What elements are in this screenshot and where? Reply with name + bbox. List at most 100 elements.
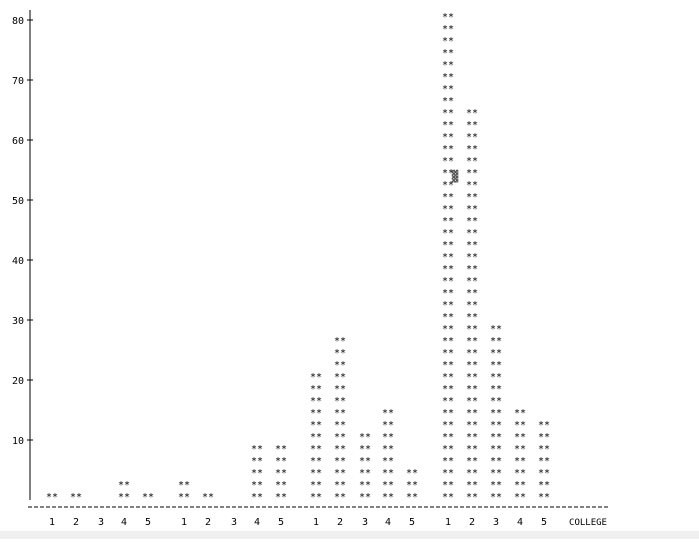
bar-glyph-row: ** [466, 228, 478, 239]
bar-glyph-row: ** [310, 384, 322, 395]
x-tick-label: 1 [49, 517, 55, 528]
bar-glyph-row: ** [466, 468, 478, 479]
bar-glyph-row: ** [466, 348, 478, 359]
bar-glyph-row: ** [538, 444, 550, 455]
bar-glyph-row: ** [490, 432, 502, 443]
bar-glyph-row: ** [382, 432, 394, 443]
x-tick-label: 2 [469, 517, 475, 528]
bar-glyph-row: ** [442, 312, 454, 323]
bar-glyph-row: ** [466, 144, 478, 155]
bar-glyph-row: ** [334, 456, 346, 467]
bar-glyph-row: ** [490, 384, 502, 395]
bar-glyph-row: ** [442, 276, 454, 287]
bar-glyph-row: ** [490, 348, 502, 359]
bar-glyph-row: ** [118, 480, 130, 491]
y-tick-label: 30 [12, 316, 24, 327]
x-tick-label: 4 [254, 517, 260, 528]
x-tick-label: 3 [362, 517, 368, 528]
y-tick-label: 80 [12, 16, 24, 27]
bar-glyph-row: ** [442, 408, 454, 419]
x-tick-label: 5 [409, 517, 415, 528]
x-tick-label: 4 [517, 517, 523, 528]
bar-glyph-row: ** [466, 324, 478, 335]
bar-glyph-row: ** [334, 432, 346, 443]
bar-glyph-row: ** [490, 408, 502, 419]
x-tick-label: 1 [181, 517, 187, 528]
bar-glyph-row: ** [466, 276, 478, 287]
bar-glyph-row: ** [442, 384, 454, 395]
y-tick-label: 60 [12, 136, 24, 147]
bar-glyph-row: ** [382, 456, 394, 467]
x-tick-label: 5 [541, 517, 547, 528]
y-tick-label: 10 [12, 436, 24, 447]
bar-glyph-row: ** [442, 24, 454, 35]
bar-glyph-row: ** [514, 420, 526, 431]
bar-glyph-row: ** [442, 324, 454, 335]
bar-glyph-row: ** [466, 432, 478, 443]
annotation-marker: ▓ [452, 169, 459, 183]
bar-glyph-row: ** [514, 408, 526, 419]
bar-glyph-row: ** [178, 492, 190, 503]
bar-glyph-row: ** [334, 348, 346, 359]
bar-glyph-row: ** [442, 252, 454, 263]
bar-glyph-row: ** [382, 408, 394, 419]
bar-glyph-row: ** [359, 432, 371, 443]
bar-glyph-row: ** [442, 60, 454, 71]
x-axis-label: COLLEGE [569, 518, 607, 528]
bar-glyph-row: ** [334, 480, 346, 491]
bar-glyph-row: ** [382, 492, 394, 503]
bar-glyph-row: ** [490, 492, 502, 503]
bar-glyph-row: ** [442, 228, 454, 239]
bar-glyph-row: ** [442, 288, 454, 299]
bar-glyph-row: ** [442, 420, 454, 431]
bar-glyph-row: ** [359, 480, 371, 491]
x-tick-label: 1 [445, 517, 451, 528]
bar-glyph-row: ** [334, 468, 346, 479]
bar-glyph-row: ** [46, 492, 58, 503]
bar-glyph-row: ** [359, 444, 371, 455]
x-tick-label: 4 [385, 517, 391, 528]
bar-glyph-row: ** [442, 48, 454, 59]
bar-glyph-row: ** [310, 408, 322, 419]
bar-glyph-row: ** [275, 468, 287, 479]
window-bottom-edge [0, 531, 699, 539]
bar-glyph-row: ** [442, 300, 454, 311]
bar-glyph-row: ** [466, 108, 478, 119]
bar-glyph-row: ** [466, 120, 478, 131]
bar-glyph-row: ** [310, 396, 322, 407]
bar-glyph-row: ** [251, 444, 263, 455]
bar-glyph-row: ** [334, 492, 346, 503]
bar-glyph-row: ** [442, 456, 454, 467]
bar-glyph-row: ** [490, 372, 502, 383]
bar-glyph-row: ** [490, 360, 502, 371]
bar-glyph-row: ** [275, 456, 287, 467]
bar-glyph-row: ** [466, 360, 478, 371]
x-tick-label: 2 [73, 517, 79, 528]
bar-glyph-row: ** [538, 456, 550, 467]
bar-glyph-row: ** [178, 480, 190, 491]
bar-glyph-row: ** [442, 360, 454, 371]
bar-glyph-row: ** [514, 444, 526, 455]
bar-glyph-row: ** [334, 360, 346, 371]
bar-glyph-row: ** [514, 468, 526, 479]
bar-glyph-row: ** [490, 468, 502, 479]
bar-glyph-row: ** [334, 408, 346, 419]
bar-glyph-row: ** [442, 240, 454, 251]
bar-glyph-row: ** [538, 420, 550, 431]
bar-glyph-row: ** [251, 492, 263, 503]
bar-glyph-row: ** [275, 492, 287, 503]
bar-glyph-row: ** [466, 156, 478, 167]
bar-glyph-row: ** [466, 312, 478, 323]
bar-glyph-row: ** [466, 288, 478, 299]
bar-glyph-row: ** [442, 336, 454, 347]
bar-glyph-row: ** [442, 468, 454, 479]
bar-glyph-row: ** [442, 132, 454, 143]
bar-glyph-row: ** [310, 432, 322, 443]
x-tick-label: 1 [313, 517, 319, 528]
bar-glyph-row: ** [382, 480, 394, 491]
bar-glyph-row: ** [442, 348, 454, 359]
bar-glyph-row: ** [334, 444, 346, 455]
bar-glyph-row: ** [442, 204, 454, 215]
